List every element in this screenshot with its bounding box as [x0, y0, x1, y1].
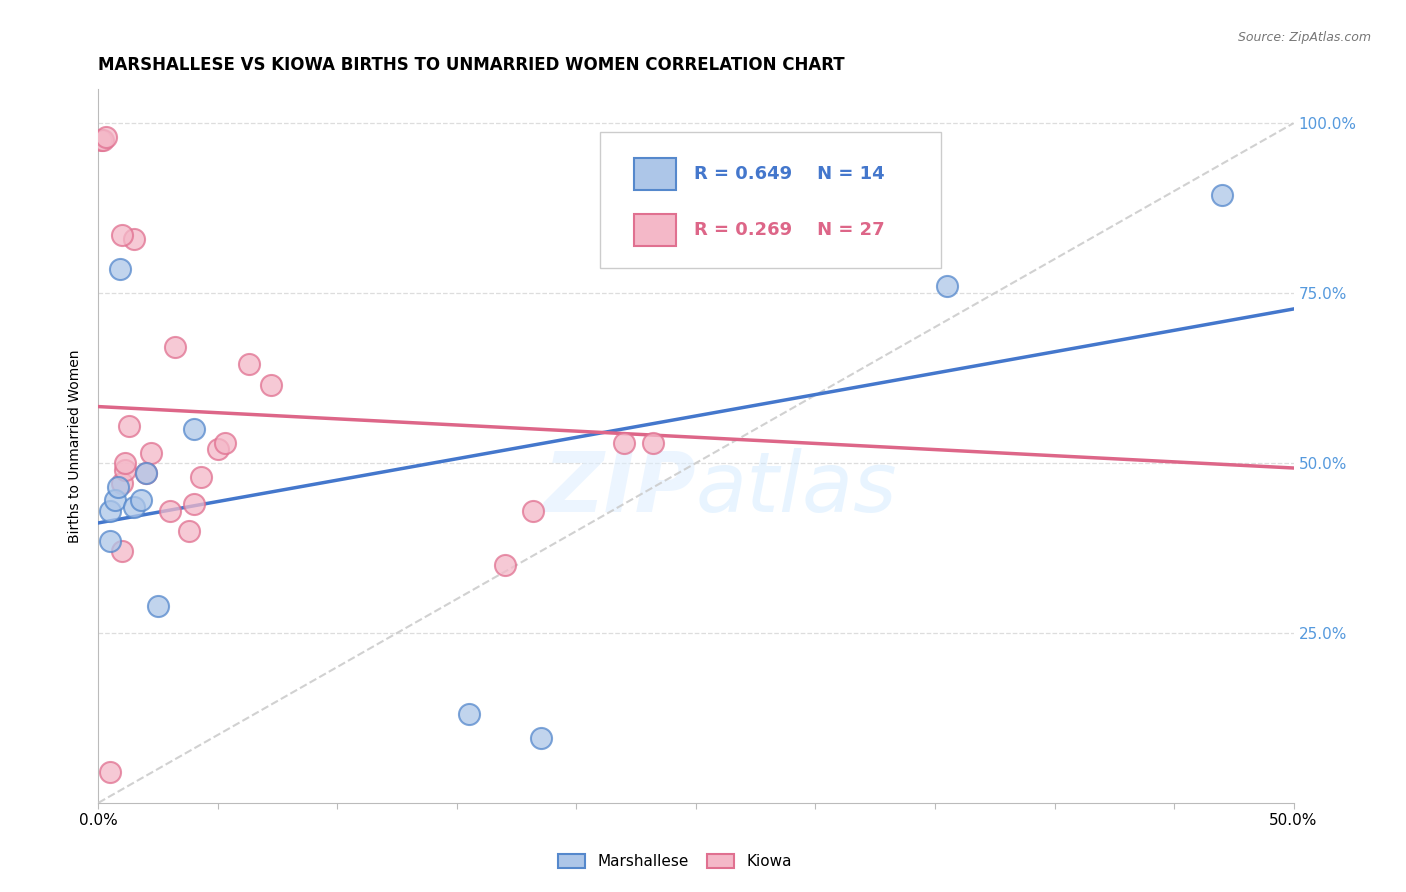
Point: [214, 435, 236, 450]
FancyBboxPatch shape: [634, 214, 676, 246]
Text: ZIP: ZIP: [543, 449, 696, 529]
Text: R = 0.649    N = 14: R = 0.649 N = 14: [693, 165, 884, 183]
Point: [131, 493, 153, 508]
Point: [1211, 187, 1233, 202]
Y-axis label: Births to Unmarried Women: Births to Unmarried Women: [69, 350, 83, 542]
Text: atlas: atlas: [696, 449, 897, 529]
Point: [124, 500, 146, 515]
Point: [936, 279, 959, 293]
Point: [259, 377, 281, 392]
Point: [135, 466, 157, 480]
Point: [124, 232, 146, 246]
Point: [529, 731, 551, 746]
Point: [190, 469, 212, 483]
Point: [494, 558, 516, 572]
Point: [111, 476, 134, 491]
Point: [139, 446, 162, 460]
FancyBboxPatch shape: [600, 132, 941, 268]
Point: [159, 503, 181, 517]
Point: [135, 466, 157, 480]
Point: [94, 129, 117, 144]
Point: [118, 418, 141, 433]
Point: [179, 524, 201, 538]
Point: [90, 133, 112, 147]
Point: [108, 262, 131, 277]
Point: [685, 215, 707, 229]
Point: [148, 599, 170, 613]
Point: [238, 358, 260, 372]
Point: [104, 493, 127, 508]
FancyBboxPatch shape: [634, 158, 676, 190]
Point: [522, 503, 544, 517]
Point: [458, 707, 481, 722]
Point: [114, 456, 136, 470]
Text: Source: ZipAtlas.com: Source: ZipAtlas.com: [1237, 31, 1371, 45]
Point: [111, 228, 134, 243]
Point: [163, 341, 186, 355]
Point: [98, 503, 122, 517]
Legend: Marshallese, Kiowa: Marshallese, Kiowa: [551, 847, 799, 875]
Point: [111, 544, 134, 558]
Point: [91, 133, 114, 147]
Text: R = 0.269    N = 27: R = 0.269 N = 27: [693, 221, 884, 239]
Point: [98, 534, 122, 549]
Point: [183, 422, 205, 436]
Point: [114, 463, 136, 477]
Point: [207, 442, 229, 457]
Point: [98, 765, 122, 780]
Point: [107, 480, 129, 494]
Point: [641, 435, 664, 450]
Text: MARSHALLESE VS KIOWA BIRTHS TO UNMARRIED WOMEN CORRELATION CHART: MARSHALLESE VS KIOWA BIRTHS TO UNMARRIED…: [98, 56, 845, 74]
Point: [613, 435, 636, 450]
Point: [183, 497, 205, 511]
